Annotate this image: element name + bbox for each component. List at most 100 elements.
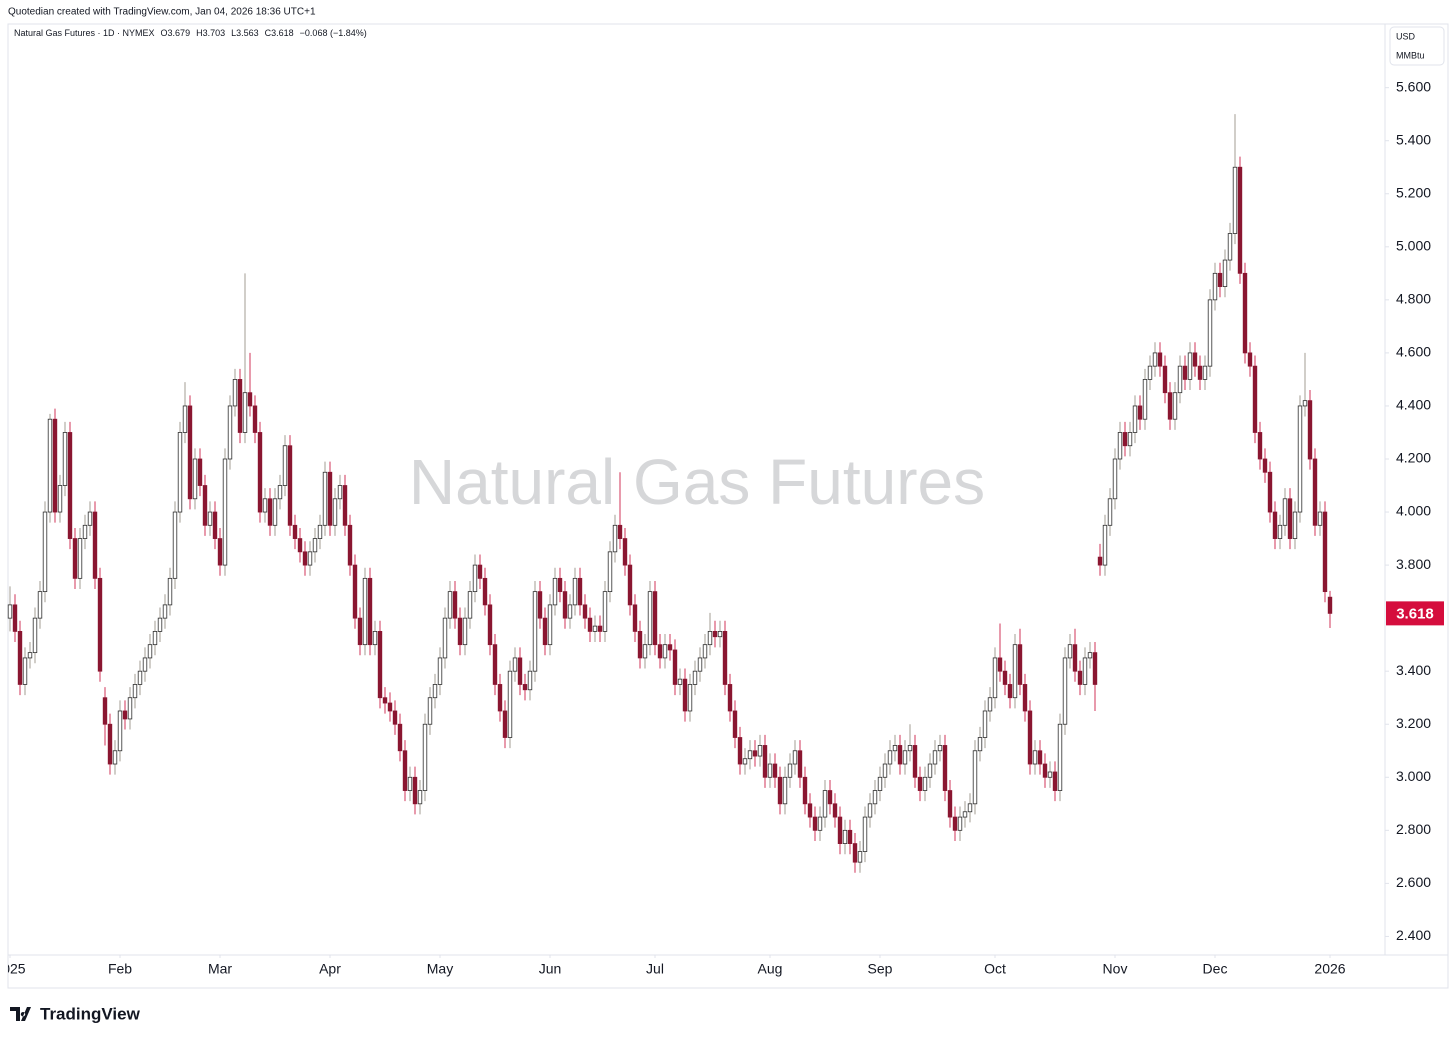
- candle-body: [402, 750, 408, 791]
- candle-body: [397, 723, 403, 752]
- candle-body: [382, 697, 388, 704]
- candle-body: [27, 652, 33, 659]
- logo-mark: [10, 1007, 31, 1021]
- candle-body: [857, 851, 863, 863]
- candle-body: [1072, 644, 1078, 672]
- candle-body: [567, 604, 573, 619]
- x-tick-label: Apr: [319, 961, 341, 977]
- candle-body: [677, 678, 683, 685]
- candle-body: [932, 750, 938, 765]
- candle-body: [1262, 458, 1268, 473]
- candle-body: [1192, 352, 1198, 367]
- candle-body: [277, 485, 283, 500]
- candle-body: [167, 577, 173, 606]
- candle-body: [1077, 670, 1083, 685]
- candle-body: [187, 405, 193, 500]
- candle-body: [1252, 365, 1258, 433]
- candle-body: [1227, 233, 1233, 261]
- candle-body: [1057, 723, 1063, 791]
- x-tick-label: May: [427, 961, 453, 977]
- candle-body: [437, 657, 443, 685]
- candle-body: [872, 790, 878, 805]
- candle-body: [107, 723, 113, 765]
- candle-body: [57, 485, 63, 513]
- candle-body: [612, 524, 618, 553]
- candle-body: [1317, 511, 1323, 526]
- candle-body: [302, 551, 308, 566]
- candle-body: [832, 803, 838, 818]
- legend-item: L3.563: [231, 28, 259, 38]
- candle-body: [487, 604, 493, 646]
- candle-body: [1222, 259, 1228, 287]
- candle-body: [1007, 684, 1013, 699]
- candle-body: [82, 524, 88, 539]
- candle-body: [587, 617, 593, 632]
- candle-body: [1092, 652, 1098, 685]
- candle-body: [742, 758, 748, 765]
- candle-body: [132, 684, 138, 699]
- candle-body: [732, 710, 738, 738]
- candle-body: [357, 617, 363, 646]
- candle-body: [432, 684, 438, 699]
- candle-body: [457, 617, 463, 646]
- candle-body: [957, 816, 963, 831]
- candle-body: [492, 644, 498, 685]
- candle-body: [802, 776, 808, 805]
- candle-body: [1257, 432, 1263, 460]
- legend-item: H3.703: [196, 28, 225, 38]
- candle-body: [897, 745, 903, 765]
- candle-body: [667, 644, 673, 651]
- candle-body: [102, 697, 108, 725]
- candle-body: [72, 538, 78, 579]
- candle-body: [252, 405, 258, 433]
- candle-body: [202, 485, 208, 526]
- candle-body: [1282, 498, 1288, 526]
- x-tick-label: Jul: [646, 961, 664, 977]
- candle-body: [817, 816, 823, 831]
- candle-body: [727, 684, 733, 712]
- candle-body: [292, 524, 298, 539]
- candle-body: [822, 790, 828, 818]
- y-tick-label: 2.600: [1396, 874, 1431, 890]
- candle-body: [172, 511, 178, 579]
- candle-body: [1177, 365, 1183, 394]
- candle-body: [142, 657, 148, 672]
- candle-body: [1197, 365, 1203, 380]
- candle-body: [787, 763, 793, 778]
- candle-body: [447, 591, 453, 619]
- candle-body: [557, 577, 563, 593]
- x-tick-label: 2025: [0, 961, 26, 977]
- candle-body: [512, 657, 518, 672]
- candle-body: [847, 829, 853, 844]
- candle-body: [1312, 458, 1318, 526]
- candle-body: [697, 657, 703, 672]
- candle-body: [462, 617, 468, 646]
- candle-body: [337, 485, 343, 500]
- candle-body: [797, 750, 803, 778]
- candle-body: [317, 524, 323, 539]
- candle-body: [702, 644, 708, 659]
- candle-body: [1297, 405, 1303, 513]
- candle-body: [407, 776, 413, 791]
- candle-body: [1042, 763, 1048, 778]
- candle-body: [117, 710, 123, 752]
- candle-body: [47, 418, 53, 513]
- candle-body: [1127, 432, 1133, 447]
- candle-body: [602, 591, 608, 632]
- unit-box: [1389, 26, 1445, 66]
- candle-body: [1292, 511, 1298, 539]
- candle-body: [362, 577, 368, 646]
- y-tick-label: 4.000: [1396, 503, 1431, 519]
- candle-body: [152, 631, 158, 646]
- candle-body: [842, 829, 848, 844]
- candle-body: [1157, 352, 1163, 367]
- candle-body: [1112, 458, 1118, 500]
- candle-body: [22, 657, 28, 685]
- candle-body: [367, 577, 373, 646]
- currency: USD: [1396, 31, 1416, 41]
- candle-body: [1097, 556, 1103, 566]
- candle-body: [717, 631, 723, 638]
- candle-body: [1067, 644, 1073, 659]
- candle-body: [712, 631, 718, 638]
